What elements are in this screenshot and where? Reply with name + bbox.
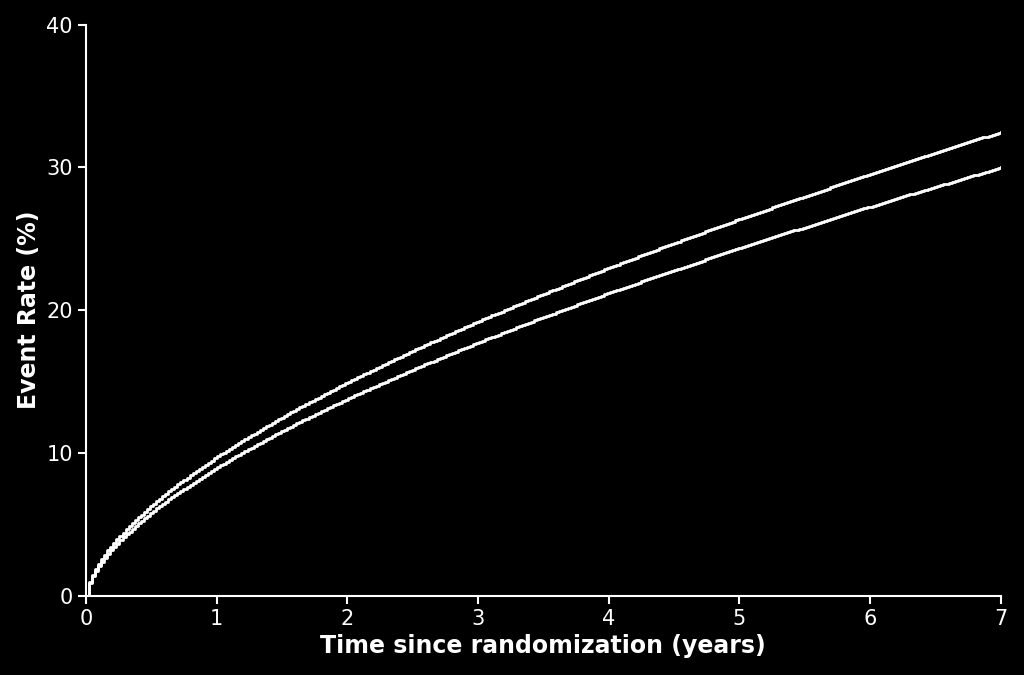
Y-axis label: Event Rate (%): Event Rate (%) xyxy=(16,211,41,409)
X-axis label: Time since randomization (years): Time since randomization (years) xyxy=(321,634,766,658)
